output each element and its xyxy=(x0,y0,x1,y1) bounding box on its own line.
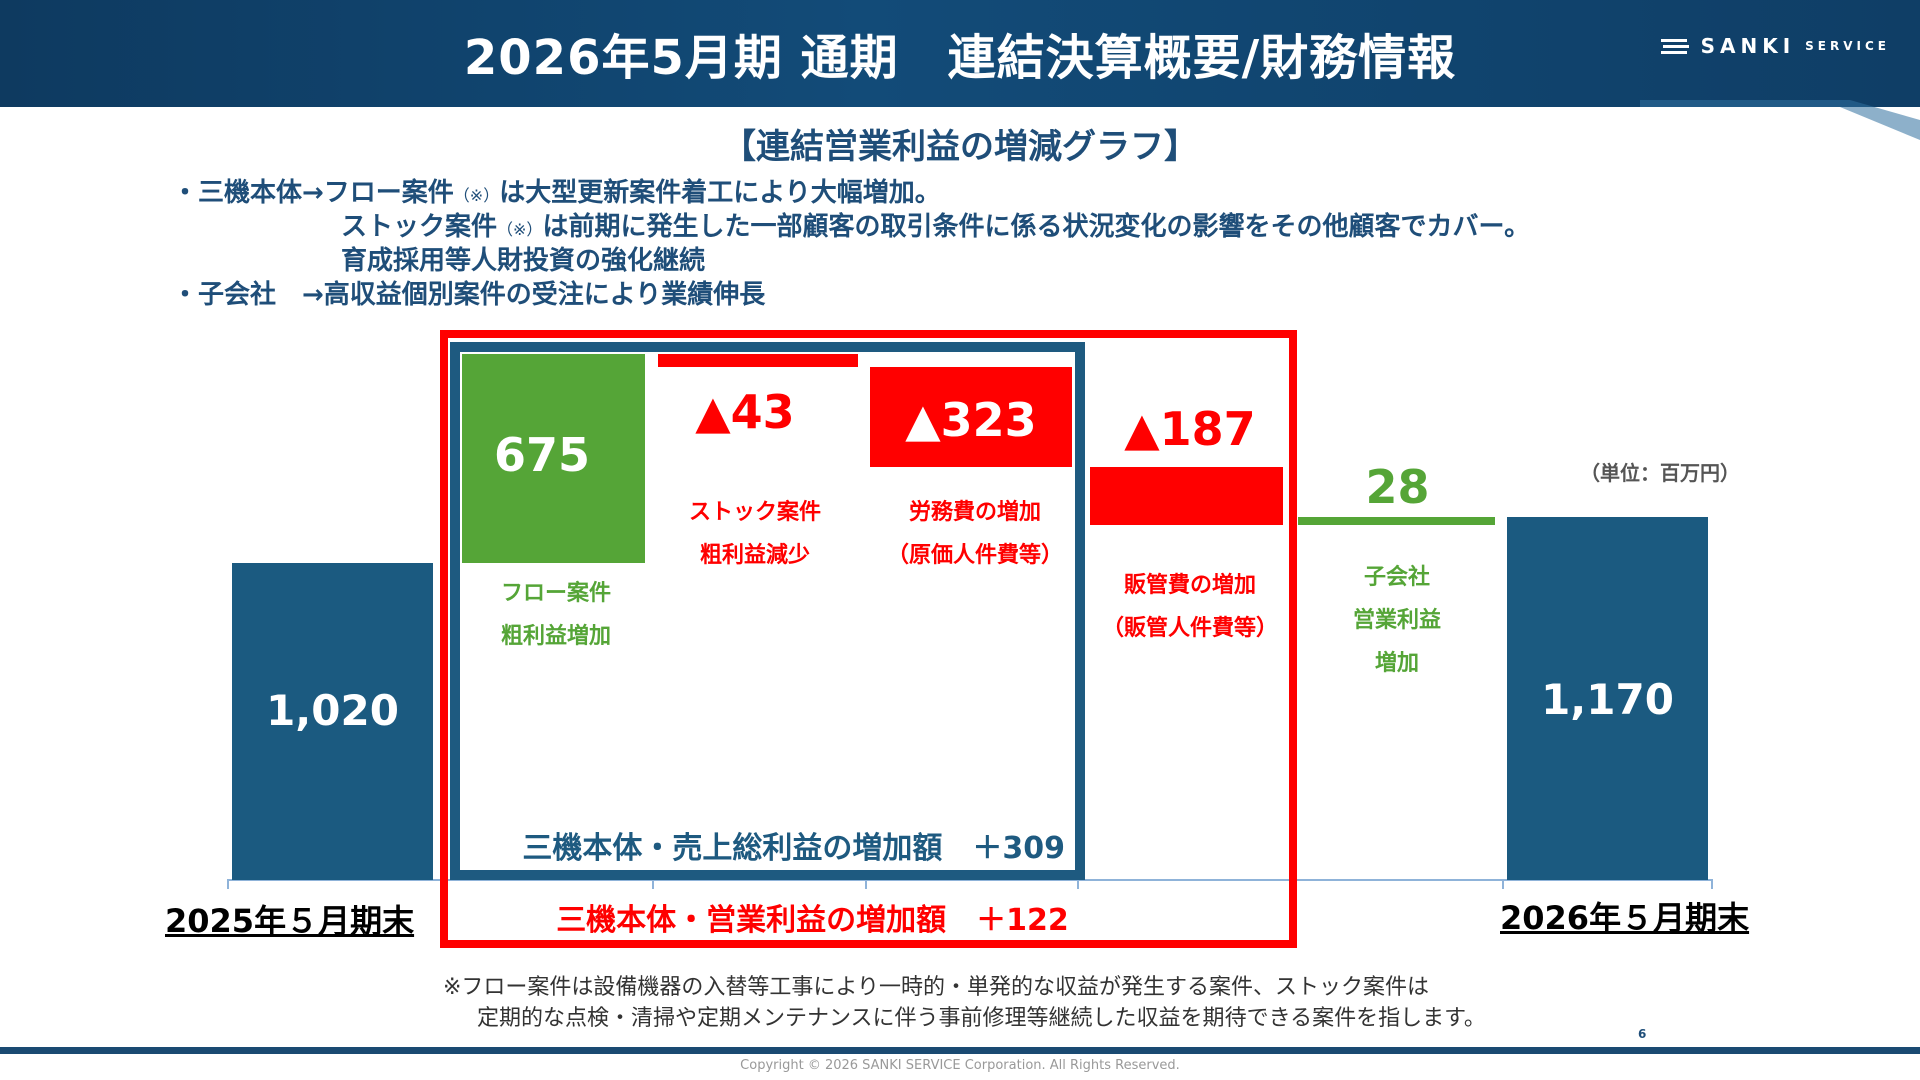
caption-flow-line-2: 粗利益増加 xyxy=(500,624,611,649)
operating-profit-group-frame xyxy=(440,330,1297,948)
caption-sga-line-1: 販管費の増加 xyxy=(1123,573,1256,598)
company-logo: SANKI SERVICE xyxy=(1660,34,1890,58)
note-line-1-mark: （※） xyxy=(453,186,500,205)
note-line-2: ストック案件（※）は前期に発生した一部顧客の取引条件に係る状況変化の影響をその他… xyxy=(341,206,1530,243)
x-label-2026: 2026年５月期末 xyxy=(1500,899,1750,937)
axis-tick xyxy=(652,879,654,889)
logo-mark-icon xyxy=(1660,39,1689,54)
value-label-labor: ▲323 xyxy=(905,393,1037,447)
bar-flow-increase xyxy=(462,353,645,564)
x-axis-line xyxy=(227,879,1713,881)
caption-stock-line-2: 粗利益減少 xyxy=(699,543,810,568)
caption-flow: フロー案件 粗利益増加 xyxy=(456,572,656,658)
note-line-1: ・三機本体→フロー案件（※）は大型更新案件着工により大幅増加。 xyxy=(172,172,941,209)
value-label-end: 1,170 xyxy=(1541,675,1674,724)
caption-labor-line-2: （原価人件費等） xyxy=(886,543,1063,568)
axis-tick xyxy=(1711,879,1713,889)
header-bar: 2026年5月期 通期 連結決算概要/財務情報 SANKI SERVICE xyxy=(0,0,1920,140)
footnote-line-2: 定期的な点検・清掃や定期メンテナンスに伴う事前修理等継続した収益を期待できる案件… xyxy=(477,1006,1486,1031)
caption-subsidiary-line-1: 子会社 xyxy=(1363,565,1430,590)
copyright-text: Copyright © 2026 SANKI SERVICE Corporati… xyxy=(740,1058,1180,1073)
footer-divider xyxy=(0,1047,1920,1054)
footnote-line-1: ※フロー案件は設備機器の入替等工事により一時的・単発的な収益が発生する案件、スト… xyxy=(443,975,1429,1000)
bar-labor-cost-increase xyxy=(870,366,1072,468)
caption-stock-line-1: ストック案件 xyxy=(688,500,821,525)
value-label-sga: ▲187 xyxy=(1124,402,1256,456)
page-number: 6 xyxy=(1638,1027,1647,1041)
caption-stock: ストック案件 粗利益減少 xyxy=(655,491,855,577)
axis-tick xyxy=(865,879,867,889)
unit-label: （単位：百万円） xyxy=(1580,461,1740,485)
header-swoosh xyxy=(1640,100,1920,140)
bar-2026-may xyxy=(1507,516,1708,880)
chart-title: 【連結営業利益の増減グラフ】 xyxy=(722,127,1198,167)
value-label-flow: 675 xyxy=(493,428,591,482)
note-line-2-prefix: ストック案件 xyxy=(341,212,498,242)
note-line-1-prefix: ・三機本体→フロー案件 xyxy=(172,178,454,208)
caption-subsidiary: 子会社 営業利益 増加 xyxy=(1297,556,1497,685)
value-label-stock: ▲43 xyxy=(695,385,795,439)
bar-2025-may xyxy=(232,563,433,880)
note-line-1-text: は大型更新案件着工により大幅増加。 xyxy=(499,178,941,208)
note-line-2-mark: （※） xyxy=(497,220,543,239)
gross-profit-group-label: 三機本体・売上総利益の増加額 ＋309 xyxy=(522,831,1065,866)
logo-text-main: SANKI xyxy=(1700,34,1796,58)
note-line-2-text: は前期に発生した一部顧客の取引条件に係る状況変化の影響をその他顧客でカバー。 xyxy=(542,212,1531,242)
note-line-4: ・子会社 →高収益個別案件の受注により業績伸長 xyxy=(172,280,766,310)
value-label-subsidiary: 28 xyxy=(1365,460,1430,514)
operating-profit-group-label: 三機本体・営業利益の増加額 ＋122 xyxy=(556,903,1069,938)
caption-labor: 労務費の増加 （原価人件費等） xyxy=(875,491,1075,577)
header-background xyxy=(0,0,1920,107)
gross-profit-group-frame xyxy=(450,342,1085,880)
bar-subsidiary-increase xyxy=(1298,516,1495,526)
caption-sga: 販管費の増加 （販管人件費等） xyxy=(1090,564,1290,650)
caption-subsidiary-line-2: 営業利益 xyxy=(1352,608,1441,633)
axis-tick xyxy=(227,879,229,889)
caption-subsidiary-line-3: 増加 xyxy=(1374,651,1419,676)
axis-tick xyxy=(1077,879,1079,889)
caption-flow-line-1: フロー案件 xyxy=(500,581,611,606)
value-label-start: 1,020 xyxy=(266,686,399,735)
bar-sga-increase xyxy=(1090,467,1283,526)
axis-tick xyxy=(1502,879,1504,889)
logo-text-sub: SERVICE xyxy=(1805,39,1890,53)
bar-stock-decrease xyxy=(658,353,858,367)
caption-sga-line-2: （販管人件費等） xyxy=(1101,616,1278,641)
x-label-2025: 2025年５月期末 xyxy=(165,902,415,940)
page-title: 2026年5月期 通期 連結決算概要/財務情報 xyxy=(463,30,1457,86)
note-line-3: 育成採用等人財投資の強化継続 xyxy=(341,246,706,276)
caption-labor-line-1: 労務費の増加 xyxy=(908,500,1041,525)
footnote: ※フロー案件は設備機器の入替等工事により一時的・単発的な収益が発生する案件、スト… xyxy=(443,972,1486,1034)
